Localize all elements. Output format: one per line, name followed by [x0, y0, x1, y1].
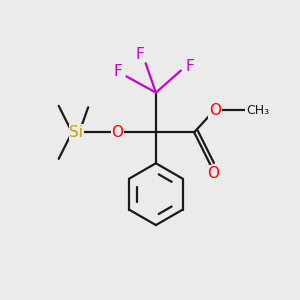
Text: F: F [185, 58, 194, 74]
Text: F: F [113, 64, 122, 80]
Text: Si: Si [69, 125, 83, 140]
Text: O: O [112, 125, 124, 140]
Text: O: O [207, 166, 219, 181]
Text: F: F [135, 47, 144, 62]
Text: CH₃: CH₃ [246, 104, 269, 117]
Text: O: O [209, 103, 221, 118]
